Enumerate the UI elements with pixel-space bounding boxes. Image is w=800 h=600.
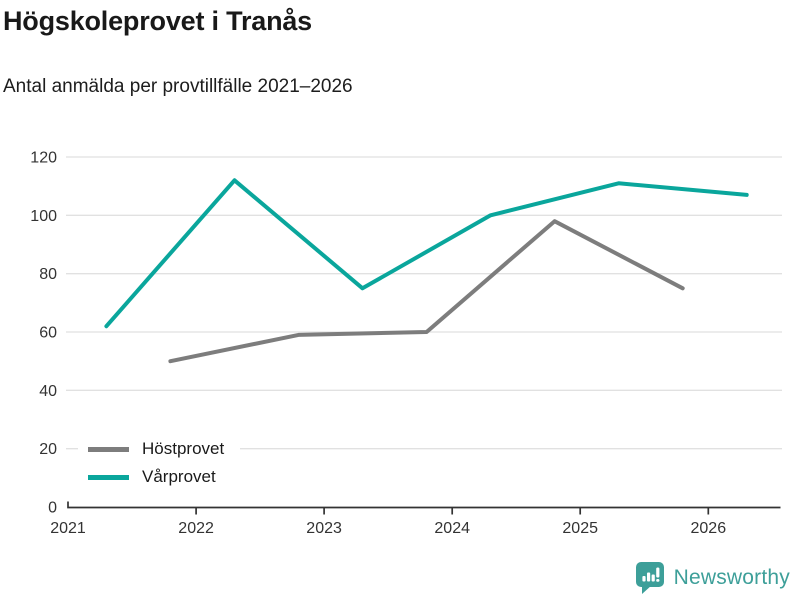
y-tick-label: 120 bbox=[30, 150, 57, 167]
series-line-Höstprovet bbox=[168, 219, 685, 364]
legend-swatch-hostprovet bbox=[88, 446, 129, 452]
x-tick-label: 2025 bbox=[562, 520, 598, 537]
x-tick-label: 2026 bbox=[691, 520, 727, 537]
x-tick-label: 2021 bbox=[50, 520, 86, 537]
y-tick-label: 20 bbox=[39, 441, 57, 458]
x-tick-label: 2023 bbox=[306, 520, 342, 537]
legend-item-varprovet: Vårprovet bbox=[78, 464, 241, 490]
series-line-Vårprovet bbox=[104, 178, 749, 329]
bar-chart-speech-bubble-icon bbox=[635, 562, 664, 594]
legend-swatch-varprovet bbox=[88, 474, 129, 480]
x-axis-line bbox=[67, 501, 781, 509]
newsworthy-logo: Newsworthy bbox=[635, 561, 790, 595]
x-tick-label: 2024 bbox=[434, 520, 470, 537]
chart-subtitle: Antal anmälda per provtillfälle 2021–202… bbox=[3, 76, 353, 97]
newsworthy-wordmark: Newsworthy bbox=[673, 566, 790, 589]
legend-label-varprovet: Vårprovet bbox=[142, 467, 216, 486]
legend-item-hostprovet: Höstprovet bbox=[78, 436, 241, 462]
y-tick-label: 40 bbox=[39, 383, 57, 400]
y-tick-label: 0 bbox=[48, 500, 57, 517]
chart-legend: Höstprovet Vårprovet bbox=[78, 436, 241, 490]
line-chart-plot-area: 0 20 40 60 80 100 120 2021 2022 2023 2024 2025 2026 bbox=[30, 150, 782, 537]
y-tick-label: 100 bbox=[30, 208, 57, 225]
y-tick-label: 80 bbox=[39, 266, 57, 283]
y-tick-label: 60 bbox=[39, 325, 57, 342]
legend-label-hostprovet: Höstprovet bbox=[142, 439, 225, 458]
page-title: Högskoleprovet i Tranås bbox=[3, 6, 312, 36]
x-tick-label: 2022 bbox=[178, 520, 214, 537]
